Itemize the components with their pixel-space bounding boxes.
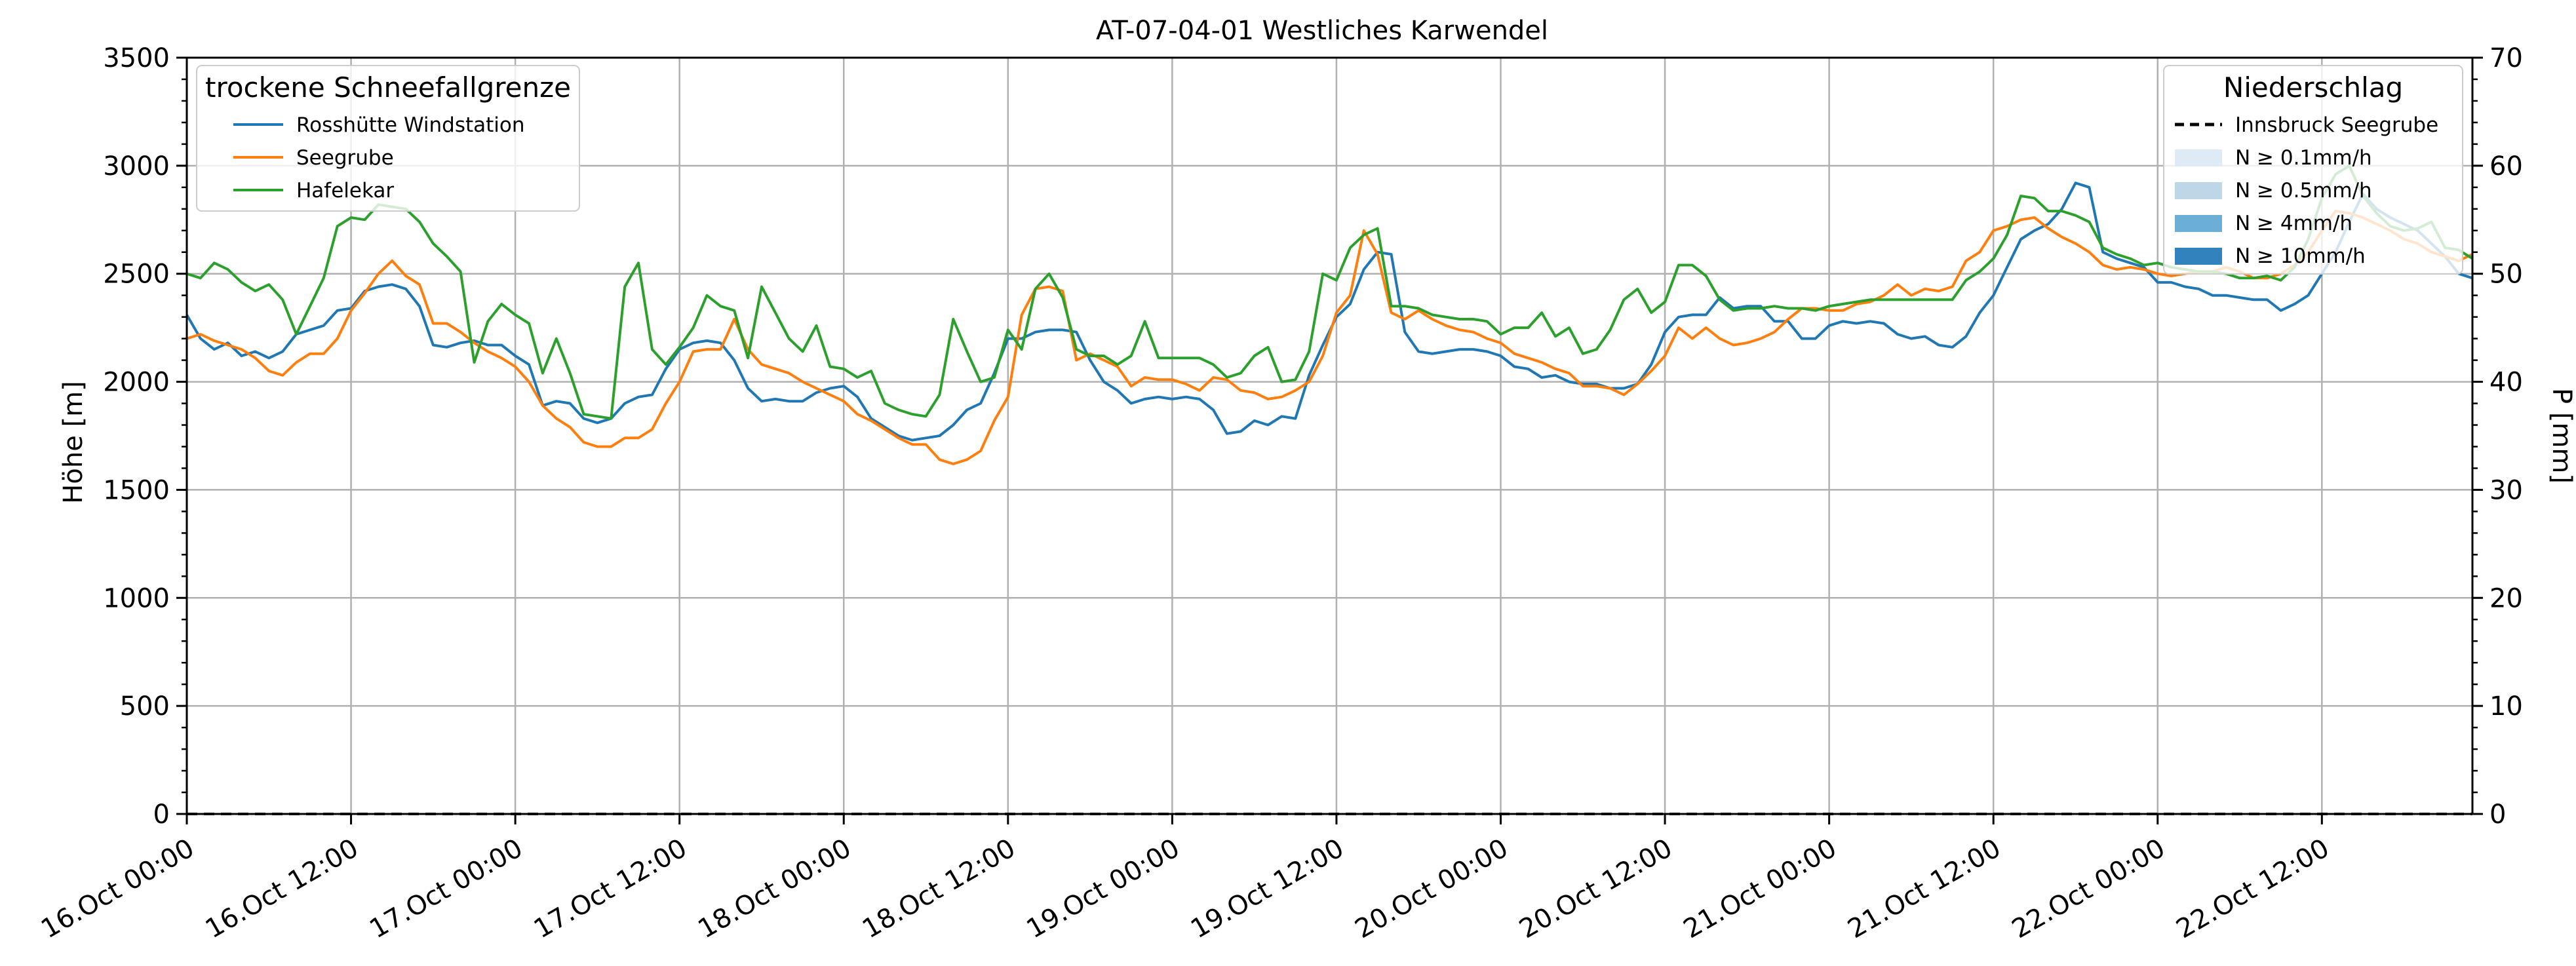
legend-right-label: N ≥ 0.5mm/h: [2235, 179, 2372, 203]
x-tick-label: 20.Oct 12:00: [1514, 833, 1677, 944]
y-axis-title-right: P [mm]: [2547, 388, 2576, 484]
legend-right-label: N ≥ 4mm/h: [2235, 212, 2352, 235]
y-tick-label-left: 500: [120, 691, 170, 722]
y-tick-label-right: 30: [2489, 475, 2523, 505]
series-line-3: [186, 164, 2474, 420]
legend-left-label: Hafelekar: [296, 179, 394, 203]
legend-right-label: N ≥ 10mm/h: [2235, 244, 2366, 268]
y-axis-right: 0 10 20 30 40 50 60 70: [2472, 43, 2523, 830]
x-tick-label: 16.Oct 00:00: [36, 833, 199, 944]
plot-border: [185, 56, 2474, 815]
y-tick-label-left: 3500: [103, 43, 170, 73]
y-tick-label-right: 50: [2489, 260, 2523, 290]
x-tick-label: 22.Oct 12:00: [2171, 833, 2334, 944]
x-tick-label: 19.Oct 12:00: [1186, 833, 1349, 944]
legend-left-label: Seegrube: [296, 146, 394, 170]
x-tick-label: 16.Oct 12:00: [201, 833, 364, 944]
y-tick-label-right: 10: [2489, 691, 2523, 722]
grid: [185, 56, 2472, 815]
y-axis-left: 0 500 1000 1500 2000 2500 3000 3500: [103, 43, 187, 830]
x-tick-label: 21.Oct 00:00: [1679, 833, 1842, 944]
legend-left-label: Rosshütte Windstation: [296, 113, 525, 137]
x-tick-label: 20.Oct 00:00: [1350, 833, 1513, 944]
legend-right-swatch-patch: [2175, 149, 2222, 166]
legend-right-label: N ≥ 0.1mm/h: [2235, 146, 2372, 170]
y-tick-label-right: 70: [2489, 43, 2523, 73]
x-tick-label: 22.Oct 00:00: [2007, 833, 2170, 944]
plot-frame: [185, 56, 2474, 815]
x-axis: 16.Oct 00:00 16.Oct 12:00 17.Oct 00:00 17.O…: [36, 814, 2334, 944]
y-axis-title-left: Höhe [m]: [58, 381, 88, 503]
legend-right-swatch-patch: [2175, 182, 2222, 199]
y-tick-label-left: 2000: [103, 368, 170, 398]
legend-right-label: Innsbruck Seegrube: [2235, 113, 2438, 137]
x-tick-label: 19.Oct 00:00: [1022, 833, 1185, 944]
y-tick-label-right: 60: [2489, 151, 2523, 182]
y-tick-label-left: 2500: [103, 260, 170, 290]
y-tick-label-right: 40: [2489, 368, 2523, 398]
y-tick-label-left: 1500: [103, 475, 170, 505]
y-tick-label-left: 0: [153, 800, 170, 830]
x-tick-label: 18.Oct 12:00: [857, 833, 1021, 944]
legend-right: Niederschlag Innsbruck Seegrube N ≥ 0.1mm…: [2163, 65, 2463, 275]
x-tick-label: 17.Oct 00:00: [364, 833, 528, 944]
legend-right-swatch-patch: [2175, 248, 2222, 265]
y-tick-label-right: 0: [2489, 800, 2506, 830]
y-tick-label-left: 1000: [103, 583, 170, 613]
chart-title: AT-07-04-01 Westliches Karwendel: [1096, 16, 1548, 46]
y-tick-label-right: 20: [2489, 583, 2523, 613]
legend-right-title: Niederschlag: [2223, 71, 2403, 104]
series-line-1: [185, 182, 2473, 442]
x-tick-label: 17.Oct 12:00: [529, 833, 692, 944]
legend-left: trockene Schneefallgrenze Rosshütte Wind…: [196, 65, 580, 212]
series-layer: [185, 164, 2474, 815]
legend-left-title: trockene Schneefallgrenze: [205, 71, 571, 104]
y-tick-label-left: 3000: [103, 151, 170, 182]
x-tick-label: 21.Oct 12:00: [1843, 833, 2006, 944]
x-tick-label: 18.Oct 00:00: [693, 833, 856, 944]
series-line-2: [186, 210, 2473, 465]
legend-right-swatch-patch: [2175, 215, 2222, 232]
